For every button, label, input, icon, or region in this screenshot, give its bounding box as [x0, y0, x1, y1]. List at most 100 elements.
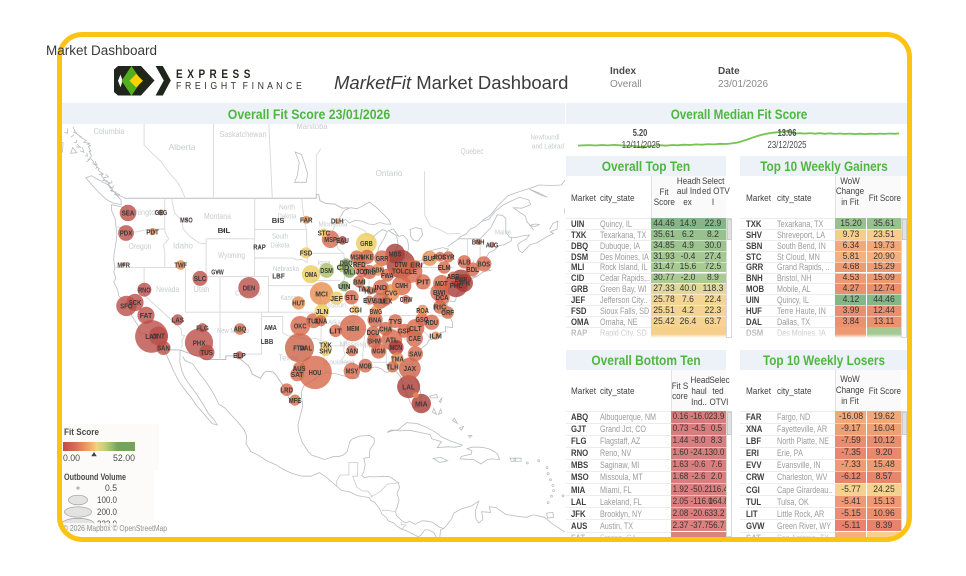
- svg-text:LEX: LEX: [380, 297, 393, 306]
- svg-text:TXK: TXK: [319, 340, 332, 349]
- svg-text:JAX: JAX: [404, 364, 417, 373]
- svg-text:AUS: AUS: [293, 364, 306, 373]
- svg-text:SEA: SEA: [122, 209, 135, 218]
- svg-text:0.5: 0.5: [105, 483, 117, 493]
- svg-text:MFE: MFE: [289, 396, 302, 405]
- svg-text:Oregon: Oregon: [129, 241, 152, 251]
- svg-text:TUL: TUL: [307, 316, 320, 325]
- svg-text:RDU: RDU: [425, 318, 438, 327]
- svg-text:EVV: EVV: [363, 296, 376, 305]
- svg-text:MSY: MSY: [346, 367, 359, 376]
- svg-text:MFR: MFR: [117, 260, 130, 269]
- svg-text:SHV: SHV: [319, 346, 332, 355]
- svg-text:New Mexico: New Mexico: [217, 326, 249, 335]
- svg-text:STL: STL: [345, 293, 358, 302]
- svg-text:EWR: EWR: [455, 275, 468, 284]
- svg-text:TOL: TOL: [392, 266, 405, 275]
- svg-text:Nebraska: Nebraska: [273, 264, 300, 273]
- svg-text:Missouri: Missouri: [320, 301, 346, 310]
- svg-text:STC: STC: [318, 228, 331, 237]
- svg-text:BNA: BNA: [369, 315, 382, 324]
- svg-text:LAS: LAS: [171, 316, 184, 325]
- svg-text:ABE: ABE: [447, 272, 460, 281]
- svg-text:XNA: XNA: [315, 316, 328, 325]
- svg-text:TLH: TLH: [386, 363, 399, 372]
- svg-text:MSP: MSP: [324, 235, 337, 244]
- svg-text:CRW: CRW: [400, 295, 413, 304]
- svg-text:FSD: FSD: [300, 249, 313, 258]
- svg-text:DAL: DAL: [300, 344, 313, 353]
- svg-text:SLC: SLC: [194, 274, 207, 283]
- svg-text:Outbound Volume: Outbound Volume: [64, 472, 126, 483]
- svg-text:200.0: 200.0: [97, 507, 117, 517]
- svg-text:ROA: ROA: [416, 306, 429, 315]
- svg-text:MLI: MLI: [343, 268, 356, 277]
- svg-text:CLT: CLT: [409, 324, 422, 333]
- svg-text:ORD: ORD: [363, 268, 376, 277]
- svg-text:FLG: FLG: [196, 324, 209, 333]
- svg-text:FWA: FWA: [381, 271, 394, 280]
- svg-text:Columbia: Columbia: [94, 126, 125, 136]
- svg-text:Montana: Montana: [204, 211, 231, 221]
- svg-text:ORF: ORF: [441, 308, 454, 317]
- svg-text:GVW: GVW: [211, 268, 224, 277]
- svg-text:ATL: ATL: [386, 336, 399, 345]
- svg-text:JFK: JFK: [458, 279, 471, 288]
- svg-text:ONT: ONT: [152, 332, 165, 341]
- svg-text:ROC: ROC: [434, 252, 447, 261]
- svg-text:LRD: LRD: [280, 385, 293, 394]
- svg-text:HUT: HUT: [292, 299, 305, 308]
- svg-text:MCN: MCN: [390, 343, 403, 352]
- svg-text:BDL: BDL: [466, 265, 479, 274]
- svg-text:SBN: SBN: [371, 266, 384, 275]
- svg-text:BWG: BWG: [370, 307, 383, 316]
- svg-text:MBS: MBS: [389, 249, 402, 258]
- svg-text:Manitoba: Manitoba: [297, 124, 328, 131]
- svg-text:HOU: HOU: [309, 368, 322, 377]
- svg-text:GSO: GSO: [416, 315, 429, 324]
- svg-text:and Labrad: and Labrad: [532, 142, 564, 151]
- svg-text:DCA: DCA: [436, 293, 449, 302]
- svg-text:DCU: DCU: [367, 328, 380, 337]
- svg-text:Idaho: Idaho: [173, 241, 193, 251]
- svg-text:LBB: LBB: [261, 337, 274, 346]
- svg-text:UIN: UIN: [338, 282, 351, 291]
- svg-text:LAL: LAL: [402, 382, 415, 391]
- svg-text:BIL: BIL: [218, 226, 231, 235]
- svg-text:JLN: JLN: [316, 307, 329, 316]
- svg-text:JOT: JOT: [356, 267, 369, 276]
- svg-text:PHX: PHX: [193, 338, 206, 347]
- svg-text:0.00: 0.00: [63, 453, 80, 463]
- svg-text:RFD: RFD: [353, 260, 366, 269]
- svg-text:LAX: LAX: [145, 332, 158, 341]
- svg-text:DTW: DTW: [395, 260, 408, 269]
- svg-text:ELP: ELP: [233, 351, 246, 360]
- svg-text:RAP: RAP: [253, 243, 266, 252]
- svg-text:MDT: MDT: [435, 279, 448, 288]
- svg-text:LIT: LIT: [329, 327, 342, 336]
- svg-text:DSM: DSM: [320, 266, 333, 275]
- svg-text:DLH: DLH: [331, 216, 344, 225]
- svg-text:ELM: ELM: [438, 263, 451, 272]
- svg-text:SCK: SCK: [129, 298, 142, 307]
- svg-text:SAV: SAV: [409, 350, 422, 359]
- svg-text:TUS: TUS: [200, 348, 213, 357]
- svg-text:CAE: CAE: [408, 334, 421, 343]
- svg-text:PDX: PDX: [120, 229, 133, 238]
- svg-text:Minnesota: Minnesota: [319, 220, 349, 229]
- svg-text:ILM: ILM: [429, 331, 442, 340]
- svg-text:Nevada: Nevada: [156, 284, 179, 294]
- svg-text:RIC: RIC: [434, 303, 447, 312]
- svg-text:BOS: BOS: [478, 260, 491, 269]
- svg-text:Saskatchewan: Saskatchewan: [220, 129, 267, 139]
- svg-text:DBQ: DBQ: [340, 259, 353, 268]
- svg-text:Wyoming: Wyoming: [218, 250, 245, 260]
- svg-text:52.00: 52.00: [113, 453, 135, 463]
- svg-text:Utah: Utah: [193, 284, 209, 294]
- svg-text:GSP: GSP: [398, 327, 411, 336]
- svg-text:CID: CID: [337, 263, 350, 272]
- svg-text:South: South: [272, 232, 288, 241]
- svg-text:GRR: GRR: [376, 254, 389, 263]
- svg-text:RNO: RNO: [138, 285, 151, 294]
- svg-text:DEN: DEN: [243, 283, 256, 292]
